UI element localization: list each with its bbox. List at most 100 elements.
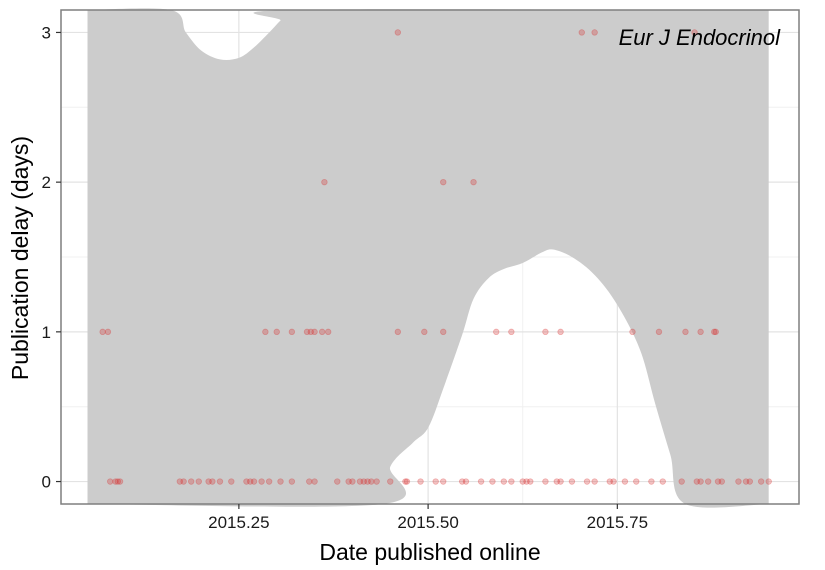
data-point — [258, 478, 265, 485]
data-point — [262, 328, 269, 336]
data-point — [216, 478, 224, 485]
data-point — [421, 328, 428, 336]
y-axis-ticks: 0 1 2 3 — [42, 23, 61, 492]
data-point — [508, 328, 515, 336]
data-point — [112, 478, 119, 485]
data-point — [394, 328, 402, 336]
data-point — [432, 478, 439, 485]
plot-border — [60, 9, 800, 505]
data-point — [273, 328, 280, 336]
data-point — [364, 478, 371, 485]
data-point — [288, 328, 296, 336]
confidence-band — [87, 8, 769, 508]
x-tick-label: 2015.25 — [208, 513, 269, 532]
data-point — [678, 478, 685, 485]
data-point — [568, 478, 576, 485]
data-point — [387, 478, 394, 485]
y-tick-label: 1 — [42, 323, 51, 342]
data-point — [591, 29, 598, 36]
data-point — [114, 478, 121, 485]
data-point — [303, 328, 311, 336]
data-point — [360, 478, 367, 485]
data-point — [714, 478, 722, 485]
y-axis-title: Publication delay (days) — [7, 136, 33, 380]
data-point — [542, 478, 549, 485]
y-tick-label: 2 — [42, 173, 51, 192]
data-point — [440, 178, 447, 186]
data-point — [311, 328, 318, 336]
data-point — [691, 29, 698, 36]
data-point — [265, 478, 273, 485]
data-point — [321, 178, 328, 186]
data-point — [712, 328, 719, 336]
x-tick-label: 2015.50 — [397, 513, 458, 532]
data-point — [553, 478, 560, 485]
data-point — [180, 478, 187, 485]
data-point — [373, 478, 380, 485]
journal-annotation: Eur J Endocrinol — [619, 25, 782, 50]
data-point — [655, 328, 663, 336]
data-point — [610, 478, 617, 485]
data-point — [606, 478, 613, 485]
data-point — [493, 328, 500, 336]
data-point — [243, 478, 250, 485]
data-point — [228, 478, 235, 485]
data-point — [682, 328, 689, 336]
data-point — [500, 478, 507, 485]
data-point — [334, 478, 341, 485]
data-point — [440, 478, 447, 485]
data-point — [307, 328, 314, 336]
data-point — [697, 328, 704, 336]
data-point — [470, 178, 477, 186]
data-point — [195, 478, 202, 485]
data-point — [508, 478, 515, 485]
data-point — [633, 478, 640, 485]
data-point — [711, 328, 718, 336]
data-point — [324, 328, 332, 336]
confidence-band-layer — [87, 8, 769, 508]
data-point — [557, 478, 564, 485]
data-point — [757, 478, 765, 485]
data-point — [742, 478, 750, 485]
data-point — [578, 29, 585, 36]
data-point — [402, 478, 409, 485]
data-point — [99, 328, 106, 336]
data-point — [462, 478, 470, 485]
data-point — [735, 478, 742, 485]
data-point — [591, 478, 598, 485]
data-point — [519, 478, 526, 485]
data-point — [621, 478, 629, 485]
data-point — [542, 328, 549, 336]
data-point — [417, 478, 424, 485]
data-point — [704, 478, 712, 485]
x-tick-label: 2015.75 — [587, 513, 648, 532]
data-point — [277, 478, 284, 485]
y-tick-label: 3 — [42, 23, 51, 42]
data-point — [247, 478, 254, 485]
data-point — [306, 478, 313, 485]
data-point — [489, 478, 496, 485]
data-point — [349, 478, 356, 485]
data-point — [318, 328, 326, 336]
data-point — [523, 478, 530, 485]
data-point — [356, 478, 364, 485]
data-point — [648, 478, 655, 485]
data-points-layer — [99, 29, 772, 485]
data-point — [345, 478, 352, 485]
x-axis-title: Date published online — [319, 539, 540, 565]
data-point — [583, 478, 591, 485]
data-point — [394, 29, 402, 36]
data-point — [311, 478, 318, 485]
data-point — [765, 478, 772, 485]
x-axis-ticks: 2015.25 2015.50 2015.75 — [208, 504, 648, 532]
data-point — [187, 478, 195, 485]
data-point — [403, 478, 411, 485]
data-point — [557, 328, 564, 336]
data-point — [718, 478, 725, 485]
data-point — [368, 478, 375, 485]
data-point — [746, 478, 753, 485]
data-point — [176, 478, 184, 485]
data-point — [209, 478, 216, 485]
data-point — [288, 478, 296, 485]
